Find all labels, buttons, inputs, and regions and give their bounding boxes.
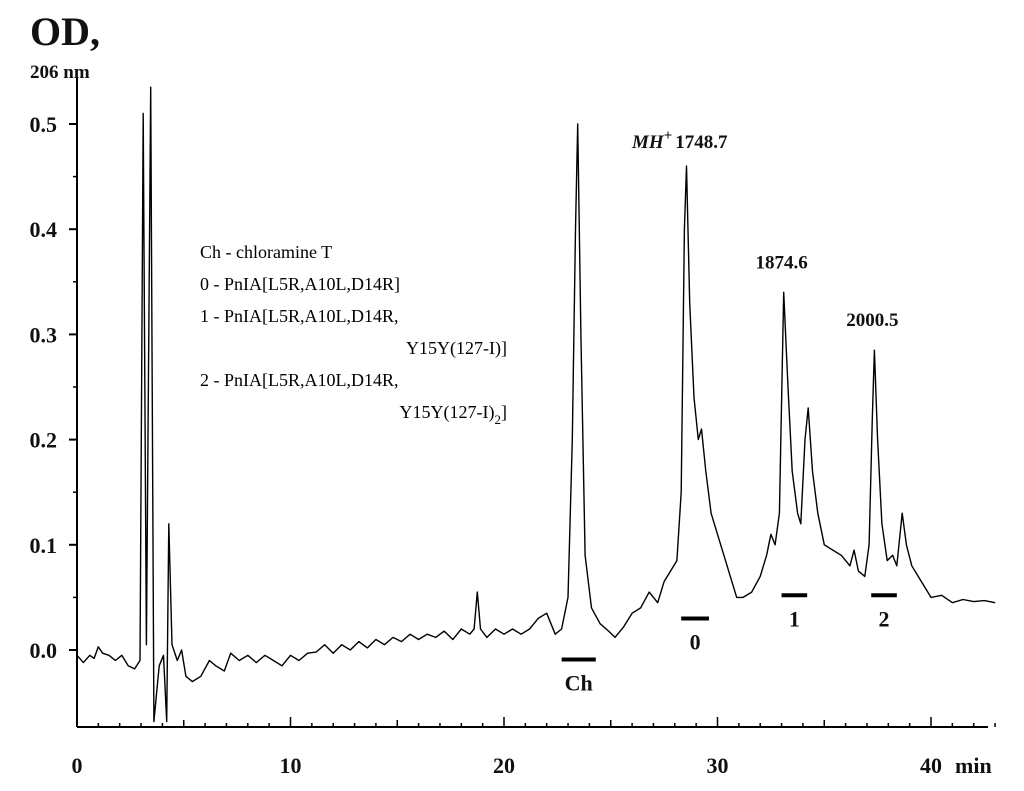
x-tick-label: 30 <box>707 753 729 778</box>
legend-line-2-cont: Y15Y(127-I)2] <box>400 402 507 427</box>
fraction-label: 2 <box>879 606 890 631</box>
y-tick-label: 0.0 <box>30 638 58 663</box>
peak-mass-label: 2000.5 <box>846 310 898 331</box>
y-axis-unit: 206 nm <box>30 62 90 83</box>
axes <box>76 78 988 728</box>
y-tick-label: 0.2 <box>30 428 58 453</box>
x-axis-title: min <box>955 753 992 778</box>
x-tick-label: 0 <box>72 753 83 778</box>
y-tick-label: 0.1 <box>30 533 58 558</box>
legend-line-1-cont: Y15Y(127-I)] <box>406 338 507 359</box>
legend-line-2: 2 - PnIA[L5R,A10L,D14R, <box>200 370 399 390</box>
fraction-label: 1 <box>789 606 800 631</box>
legend-line-2-cont-main: Y15Y(127-I) <box>400 402 495 423</box>
peak-mass-superscript: + <box>664 128 673 144</box>
y-tick-label: 0.3 <box>30 322 58 347</box>
legend-line-2-cont-sub: 2 <box>495 412 502 427</box>
chromatogram-trace <box>76 86 996 723</box>
y-ticks: 0.0 0.1 0.2 0.3 0.4 0.5 <box>30 112 77 663</box>
legend-line-1: 1 - PnIA[L5R,A10L,D14R, <box>200 306 399 326</box>
x-ticks: 0 10 20 30 40 <box>72 717 996 778</box>
peak-mass-value: 1748.7 <box>675 132 728 153</box>
peak-mass-label: 1874.6 <box>756 252 808 273</box>
fraction-label: Ch <box>565 670 593 695</box>
peak-annotations: MH+ 1748.7 1874.6 2000.5 <box>631 128 899 331</box>
y-axis-title: OD, <box>30 9 100 54</box>
x-tick-label: 40 <box>920 753 942 778</box>
series-group <box>76 86 996 723</box>
y-tick-label: 0.4 <box>30 217 58 242</box>
legend: Ch - chloramine T 0 - PnIA[L5R,A10L,D14R… <box>200 242 507 427</box>
legend-line-2-cont-tail: ] <box>501 402 507 422</box>
fraction-marks: Ch 0 1 2 <box>561 593 897 695</box>
peak-mass-label: MH+ 1748.7 <box>631 128 728 153</box>
x-tick-label: 10 <box>280 753 302 778</box>
legend-line-0: 0 - PnIA[L5R,A10L,D14R] <box>200 274 400 294</box>
y-tick-label: 0.5 <box>30 112 58 137</box>
fraction-label: 0 <box>690 629 701 654</box>
x-tick-label: 20 <box>493 753 515 778</box>
peak-mass-prefix: MH <box>631 132 665 153</box>
legend-line-ch: Ch - chloramine T <box>200 242 332 262</box>
